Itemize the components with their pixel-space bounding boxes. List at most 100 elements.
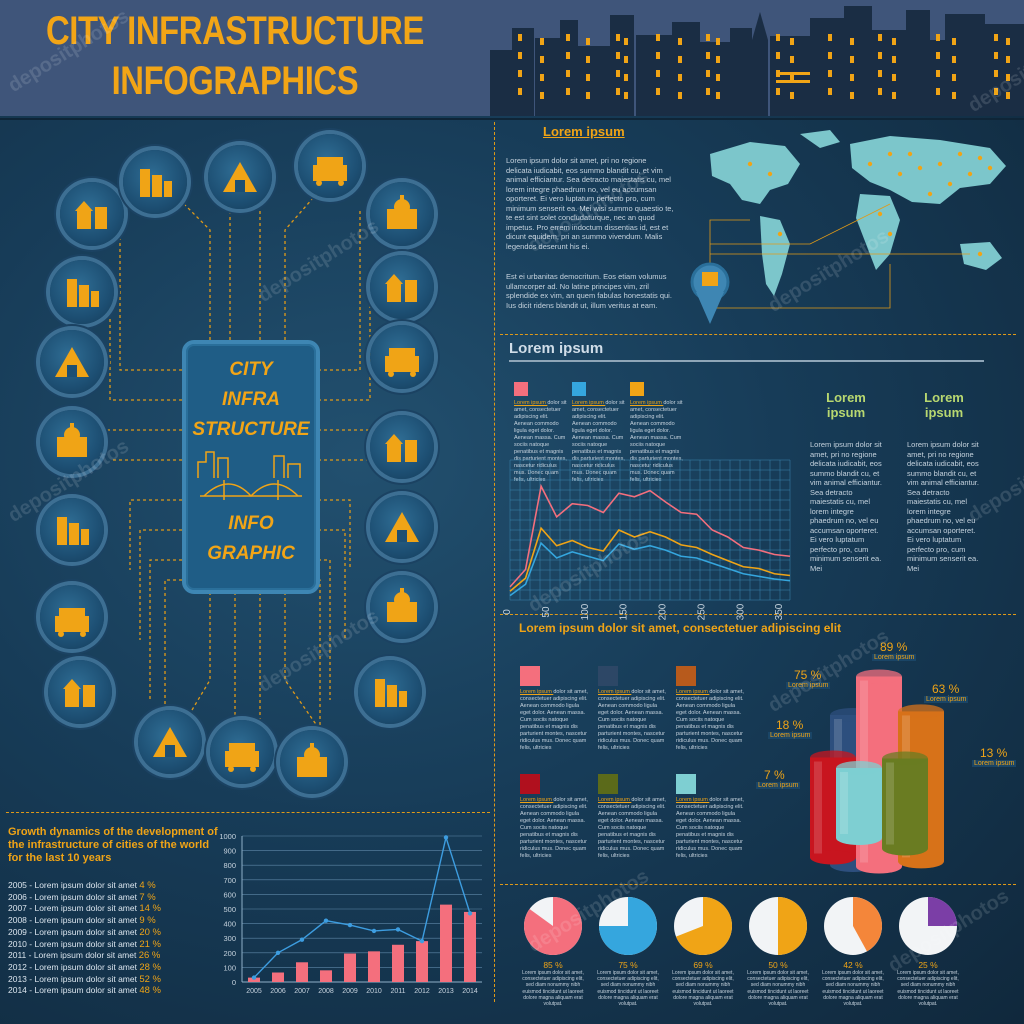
center-line-info: INFO — [228, 513, 274, 534]
cylinder-legend-swatch — [676, 774, 696, 794]
line-series-3 — [509, 541, 791, 597]
line-x-tick: 200 — [658, 603, 669, 620]
growth-row: 2010 - Lorem ipsum dolor sit amet 21 % — [8, 938, 161, 950]
growth-y-tick: 900 — [223, 847, 236, 856]
growth-x-tick: 2012 — [414, 988, 430, 995]
growth-bar — [272, 972, 284, 982]
growth-x-tick: 2010 — [366, 988, 382, 995]
truck-icon — [370, 415, 434, 479]
family-icon — [123, 150, 187, 214]
pie-value: 85 % — [543, 960, 563, 970]
pie-item: 42 % Lorem ipsum dolor sit amet, consecte… — [818, 896, 888, 1007]
cylinder-value-label: 89 % — [880, 640, 908, 654]
center-line-city: CITY — [229, 359, 273, 380]
mosque-icon — [370, 495, 434, 559]
growth-x-tick: 2009 — [342, 988, 358, 995]
title-line-1: CITY INFRASTRUCTURE — [46, 9, 424, 53]
highrise-icon — [210, 720, 274, 784]
pie-value: 75 % — [618, 960, 638, 970]
growth-x-tick: 2005 — [246, 988, 262, 995]
stadium-icon — [280, 730, 344, 794]
cathedral-icon — [358, 660, 422, 724]
pie-slice — [676, 897, 732, 955]
center-line-structure: STRUCTURE — [192, 419, 310, 440]
line-x-tick: 250 — [696, 603, 707, 620]
growth-chart: 0 100 200 300 400 500 600 700 800 900 1000 2005 2006… — [219, 832, 482, 995]
line-x-tick: 0 — [502, 609, 513, 615]
bridge-city-icon — [197, 451, 302, 500]
pie-caption: Lorem ipsum dolor sit amet, consectetuer… — [672, 970, 734, 1008]
apartments-icon — [48, 660, 112, 724]
growth-row: 2013 - Lorem ipsum dolor sit amet 52 % — [8, 973, 161, 985]
pie-item: 25 % Lorem ipsum dolor sit amet, consecte… — [893, 896, 963, 1007]
growth-row: 2014 - Lorem ipsum dolor sit amet 48 % — [8, 985, 161, 997]
growth-bar — [296, 962, 308, 982]
pie-value: 25 % — [918, 960, 938, 970]
pie-slice — [599, 897, 657, 955]
growth-y-tick: 400 — [223, 920, 236, 929]
pie-slice — [778, 897, 807, 955]
line-series-2 — [509, 526, 791, 592]
cylinder-legend-text: Lorem ipsum dolor sit amet, consectetuer… — [520, 689, 588, 751]
crane-building-icon — [50, 260, 114, 324]
cylinder-divider — [500, 884, 1016, 885]
map-paragraph-1: Lorem ipsum dolor sit amet, pri no regio… — [506, 156, 674, 251]
growth-x-tick: 2014 — [462, 988, 478, 995]
pie-slice — [524, 897, 582, 955]
line-x-tick: 50 — [541, 606, 552, 618]
line-section-rule — [509, 360, 984, 362]
cylinder-legend-text: Lorem ipsum dolor sit amet, consectetuer… — [676, 797, 744, 859]
office-tower-icon — [370, 255, 434, 319]
growth-row: 2008 - Lorem ipsum dolor sit amet 9 % — [8, 915, 156, 927]
line-series-1 — [509, 483, 791, 588]
left-bottom-divider — [6, 812, 490, 813]
line-legend-text: Lorem ipsum dolor sit amet, consectetuer… — [630, 400, 683, 483]
growth-x-tick: 2013 — [438, 988, 454, 995]
growth-row: 2007 - Lorem ipsum dolor sit amet 14 % — [8, 903, 161, 915]
growth-y-tick: 600 — [223, 890, 236, 899]
growth-y-tick: 0 — [232, 978, 236, 987]
cylinder-bar — [882, 751, 928, 856]
map-heading: Lorem ipsum — [543, 124, 625, 139]
pie-value: 69 % — [693, 960, 713, 970]
pie-caption: Lorem ipsum dolor sit amet, consectetuer… — [597, 970, 659, 1008]
pie-value: 42 % — [843, 960, 863, 970]
cylinder-value-label: 63 % — [932, 682, 960, 696]
skyscrapers-icon — [208, 145, 272, 209]
center-line-infra: INFRA — [221, 389, 281, 410]
cylinder-sub-label: Lorem ipsum — [972, 760, 1017, 767]
power-plant-icon — [40, 330, 104, 394]
title-line-2: INFOGRAPHICS — [111, 59, 359, 103]
growth-x-tick: 2007 — [294, 988, 310, 995]
pie-item: 85 % Lorem ipsum dolor sit amet, consecte… — [518, 896, 588, 1007]
pie-value: 50 % — [768, 960, 788, 970]
growth-bar — [368, 951, 380, 982]
growth-bar — [416, 941, 428, 982]
cylinder-chart — [810, 669, 944, 874]
growth-row: 2011 - Lorem ipsum dolor sit amet 26 % — [8, 950, 161, 962]
cylinder-legend-swatch — [520, 774, 540, 794]
pie-slice — [928, 897, 957, 926]
growth-y-tick: 700 — [223, 876, 236, 885]
world-map — [690, 130, 1006, 324]
growth-point — [275, 950, 281, 955]
cylinder-sub-label: Lorem ipsum — [786, 682, 831, 689]
growth-bar — [320, 970, 332, 982]
growth-x-tick: 2008 — [318, 988, 334, 995]
line-x-tick: 350 — [774, 603, 785, 620]
cylinder-legend-text: Lorem ipsum dolor sit amet, consectetuer… — [520, 797, 588, 859]
page-title: CITY INFRASTRUCTURE INFOGRAPHICS — [46, 6, 424, 106]
growth-bar — [464, 911, 476, 982]
line-x-tick: 300 — [735, 603, 746, 620]
cylinder-legend-text: Lorem ipsum dolor sit amet, consectetuer… — [598, 797, 666, 859]
pie-item: 50 % Lorem ipsum dolor sit amet, consecte… — [743, 896, 813, 1007]
line-chart-divider — [500, 614, 1016, 615]
pie-caption: Lorem ipsum dolor sit amet, consectetuer… — [822, 970, 884, 1008]
museum-icon — [370, 325, 434, 389]
pie-caption: Lorem ipsum dolor sit amet, consectetuer… — [897, 970, 959, 1008]
growth-year-list: 2005 - Lorem ipsum dolor sit amet 4 % 200… — [8, 880, 208, 997]
map-paragraph-2: Est ei urbanitas democritum. Eos etiam v… — [506, 272, 672, 310]
line-legend-swatch — [630, 382, 644, 396]
growth-row: 2005 - Lorem ipsum dolor sit amet 4 % — [8, 880, 156, 891]
